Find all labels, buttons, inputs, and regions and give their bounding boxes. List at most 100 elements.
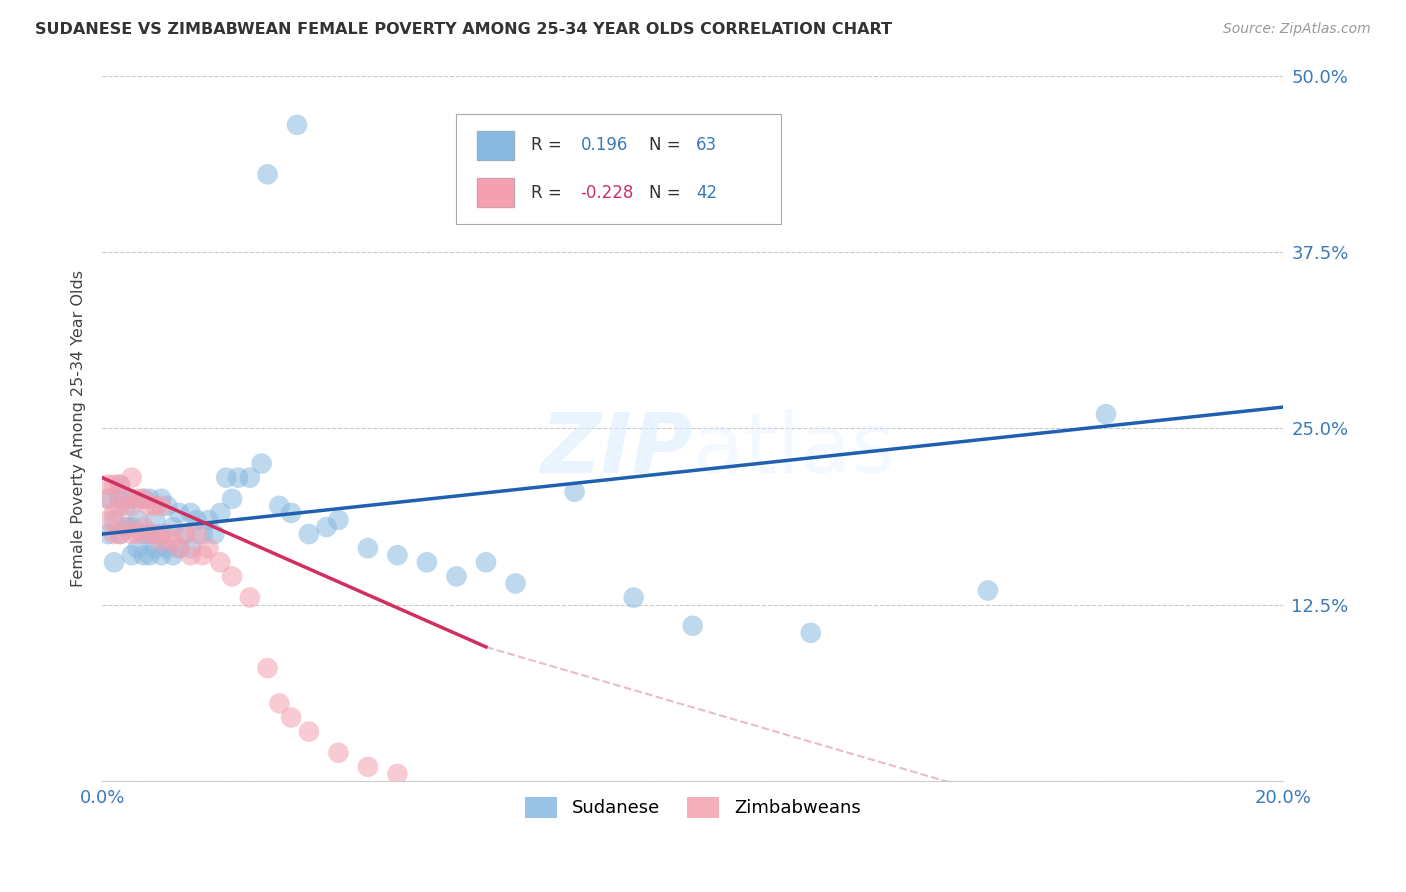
Point: [191, 548, 214, 562]
Point: [127, 527, 149, 541]
Text: SUDANESE VS ZIMBABWEAN FEMALE POVERTY AMONG 25-34 YEAR OLDS CORRELATION CHART: SUDANESE VS ZIMBABWEAN FEMALE POVERTY AM…: [35, 22, 893, 37]
Point: [108, 477, 131, 491]
Point: [269, 697, 291, 711]
Text: atlas: atlas: [693, 409, 894, 490]
Point: [475, 555, 498, 569]
Point: [114, 491, 136, 506]
Point: [108, 499, 131, 513]
Point: [256, 167, 278, 181]
Point: [209, 555, 232, 569]
Bar: [477, 178, 515, 207]
Text: -0.228: -0.228: [581, 184, 634, 202]
Point: [357, 541, 380, 556]
Y-axis label: Female Poverty Among 25-34 Year Olds: Female Poverty Among 25-34 Year Olds: [72, 269, 86, 587]
Point: [143, 541, 166, 556]
Point: [505, 576, 527, 591]
Point: [197, 541, 219, 556]
Point: [387, 548, 409, 562]
Point: [132, 491, 155, 506]
Point: [103, 477, 125, 491]
Point: [250, 457, 273, 471]
Point: [173, 527, 195, 541]
Point: [127, 491, 149, 506]
Text: ZIP: ZIP: [540, 409, 693, 490]
Point: [167, 541, 190, 556]
Point: [800, 625, 823, 640]
Text: 0.196: 0.196: [581, 136, 628, 154]
Text: 63: 63: [696, 136, 717, 154]
Point: [108, 491, 131, 506]
Point: [564, 484, 586, 499]
Point: [132, 527, 155, 541]
Point: [121, 527, 143, 541]
Text: R =: R =: [531, 136, 567, 154]
Point: [132, 548, 155, 562]
Point: [103, 555, 125, 569]
Point: [97, 477, 120, 491]
Legend: Sudanese, Zimbabweans: Sudanese, Zimbabweans: [517, 789, 868, 825]
Point: [138, 527, 160, 541]
Point: [191, 527, 214, 541]
Point: [387, 767, 409, 781]
Point: [180, 541, 202, 556]
Point: [202, 527, 225, 541]
Point: [221, 569, 243, 583]
Point: [156, 541, 179, 556]
Point: [132, 491, 155, 506]
Point: [121, 470, 143, 484]
Point: [143, 513, 166, 527]
Point: [97, 527, 120, 541]
Point: [173, 527, 195, 541]
Point: [239, 470, 262, 484]
Point: [103, 506, 125, 520]
Point: [186, 527, 208, 541]
Point: [167, 506, 190, 520]
Point: [197, 513, 219, 527]
Point: [156, 527, 179, 541]
Point: [127, 541, 149, 556]
Point: [315, 520, 337, 534]
Point: [180, 548, 202, 562]
Point: [114, 520, 136, 534]
Point: [121, 520, 143, 534]
Point: [143, 499, 166, 513]
Point: [138, 491, 160, 506]
Point: [138, 548, 160, 562]
Point: [416, 555, 439, 569]
Point: [103, 513, 125, 527]
Point: [226, 470, 249, 484]
Point: [97, 513, 120, 527]
Point: [162, 534, 184, 549]
Text: N =: N =: [650, 136, 686, 154]
Point: [150, 491, 173, 506]
Point: [150, 548, 173, 562]
Point: [103, 527, 125, 541]
Point: [446, 569, 468, 583]
Point: [186, 513, 208, 527]
Point: [121, 491, 143, 506]
Point: [143, 527, 166, 541]
Text: Source: ZipAtlas.com: Source: ZipAtlas.com: [1223, 22, 1371, 37]
Point: [138, 499, 160, 513]
Point: [121, 548, 143, 562]
Point: [280, 710, 302, 724]
Point: [682, 619, 704, 633]
Point: [108, 527, 131, 541]
Point: [156, 499, 179, 513]
Point: [328, 513, 350, 527]
Point: [298, 724, 321, 739]
Point: [221, 491, 243, 506]
Point: [114, 499, 136, 513]
Point: [280, 506, 302, 520]
Bar: [477, 178, 515, 207]
Point: [97, 491, 120, 506]
Point: [114, 520, 136, 534]
Point: [150, 534, 173, 549]
Point: [328, 746, 350, 760]
Point: [977, 583, 1000, 598]
Point: [127, 513, 149, 527]
Point: [150, 527, 173, 541]
Point: [180, 506, 202, 520]
Point: [150, 499, 173, 513]
Point: [108, 527, 131, 541]
